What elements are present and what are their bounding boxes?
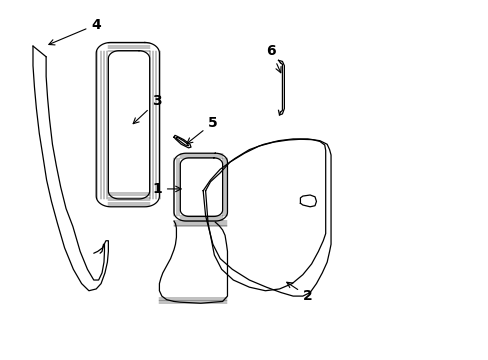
Text: 4: 4 (49, 18, 101, 45)
Text: 2: 2 (286, 282, 312, 303)
Text: 5: 5 (186, 116, 217, 144)
Text: 3: 3 (133, 94, 162, 124)
Text: 1: 1 (152, 182, 181, 196)
Text: 6: 6 (266, 44, 281, 73)
